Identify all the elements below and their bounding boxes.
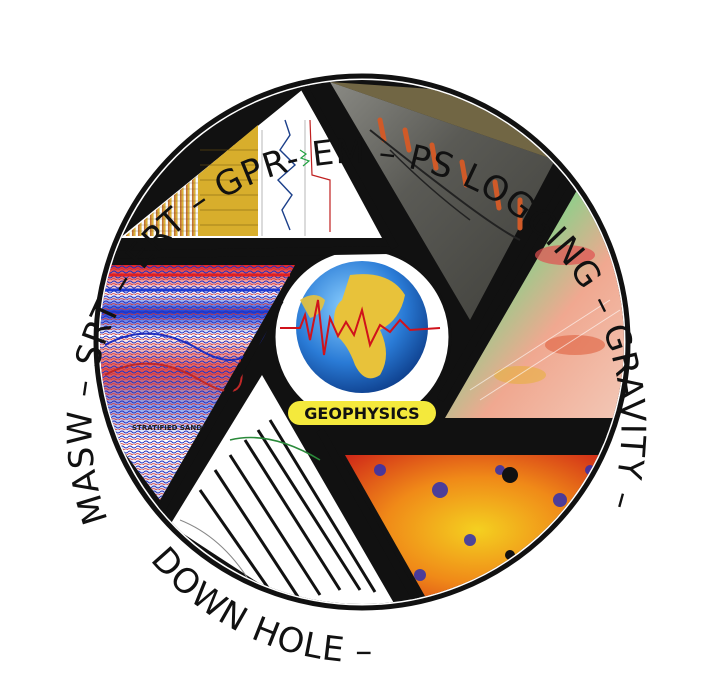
central-globe: GEOPHYSICS	[272, 247, 452, 427]
seismic-trace-icon	[280, 299, 441, 356]
seismic-label: STRATIFIED SANDS	[132, 424, 207, 432]
magnetic-heatmap-panel	[345, 455, 610, 604]
seismic-gather-panel	[170, 375, 395, 604]
gravity-map-panel	[445, 185, 624, 418]
borehole-log-panel	[120, 90, 382, 238]
center-label-bg	[288, 401, 436, 425]
center-label: GEOPHYSICS	[304, 404, 419, 423]
seismic-section-panel: STRATIFIED SANDS	[100, 265, 295, 500]
